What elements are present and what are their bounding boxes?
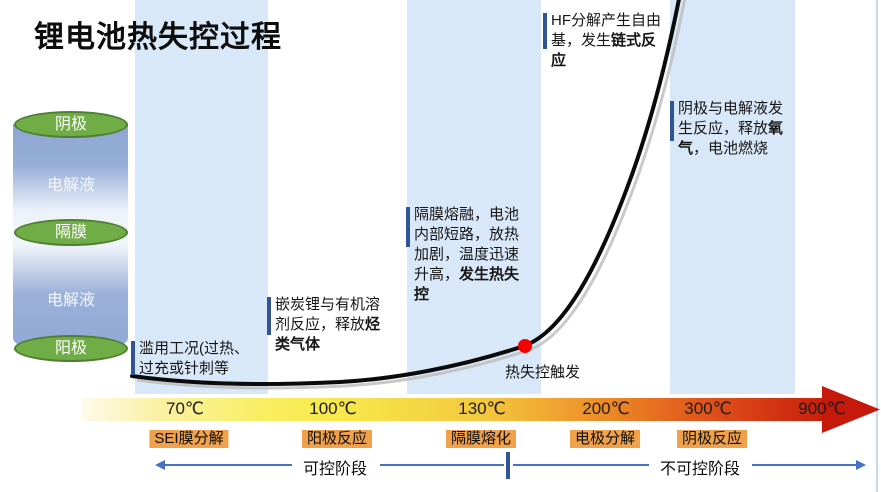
- battery-layer-electrolyte-bottom: 电解液: [46, 292, 95, 309]
- battery-layer-separator: 隔膜: [14, 219, 128, 246]
- phase-line-segment-3: [513, 464, 649, 466]
- stage-chip-electrode-decomposition: 电极分解: [569, 430, 641, 448]
- stage-chip-sei-decomposition: SEI膜分解: [149, 430, 229, 448]
- temp-tick-100: 100℃: [309, 399, 357, 418]
- trigger-point-label: 热失控触发: [505, 364, 581, 381]
- phase-arrow-left-icon: [155, 460, 165, 470]
- annotation-separator-melting: 隔膜熔融，电池内部短路，放热加剧，温度迅速升高，发生热失控: [414, 206, 520, 303]
- annotation-bar-2: [267, 297, 271, 335]
- battery-layer-cathode: 阴极: [14, 111, 128, 138]
- background-band-2: [407, 0, 541, 394]
- annotation-bar-3: [406, 207, 410, 247]
- stage-chip-cathode-reaction: 阴极反应: [676, 430, 748, 448]
- annotation-bar-5: [670, 101, 674, 141]
- trigger-point-dot: [518, 339, 532, 353]
- annotation-lithium-carbon-reaction: 嵌炭锂与有机溶剂反应，释放烃类气体: [275, 296, 381, 353]
- stage-chip-anode-reaction: 阳极反应: [301, 430, 373, 448]
- temp-tick-200: 200℃: [582, 399, 630, 418]
- annotation-abuse-conditions: 滥用工况(过热、过充或针刺等: [139, 340, 249, 377]
- phase-divider-tick: [506, 452, 510, 479]
- stage-chip-separator-melting: 隔膜熔化: [445, 430, 517, 448]
- background-band-1: [135, 0, 268, 394]
- background-band-3: [670, 0, 795, 394]
- phase-label-uncontrollable: 不可控阶段: [659, 461, 741, 478]
- phase-line-segment-4: [752, 464, 858, 466]
- battery-layer-electrolyte-top: 电解液: [46, 177, 95, 194]
- phase-line-segment-2: [380, 464, 504, 466]
- annotation-bar-4: [543, 13, 547, 49]
- page-title: 锂电池热失控过程: [34, 21, 282, 54]
- phase-label-controllable: 可控阶段: [302, 461, 368, 478]
- annotation-cathode-electrolyte-reaction: 阴极与电解液发生反应，释放氧气，电池燃烧: [678, 100, 784, 157]
- phase-line-segment-1: [164, 464, 292, 466]
- temp-tick-900: 900℃: [798, 399, 846, 418]
- slide-right-edge-line: [876, 0, 878, 492]
- battery-layer-anode: 阳极: [14, 335, 128, 362]
- temp-tick-70: 70℃: [165, 399, 205, 418]
- temperature-gradient-bar: [82, 398, 822, 421]
- annotation-hf-chain-reaction: HF分解产生自由基，发生链式反应: [551, 12, 661, 69]
- phase-arrow-right-icon: [856, 460, 866, 470]
- temp-tick-130: 130℃: [458, 399, 506, 418]
- temp-tick-300: 300℃: [684, 399, 732, 418]
- annotation-bar-1: [131, 341, 135, 375]
